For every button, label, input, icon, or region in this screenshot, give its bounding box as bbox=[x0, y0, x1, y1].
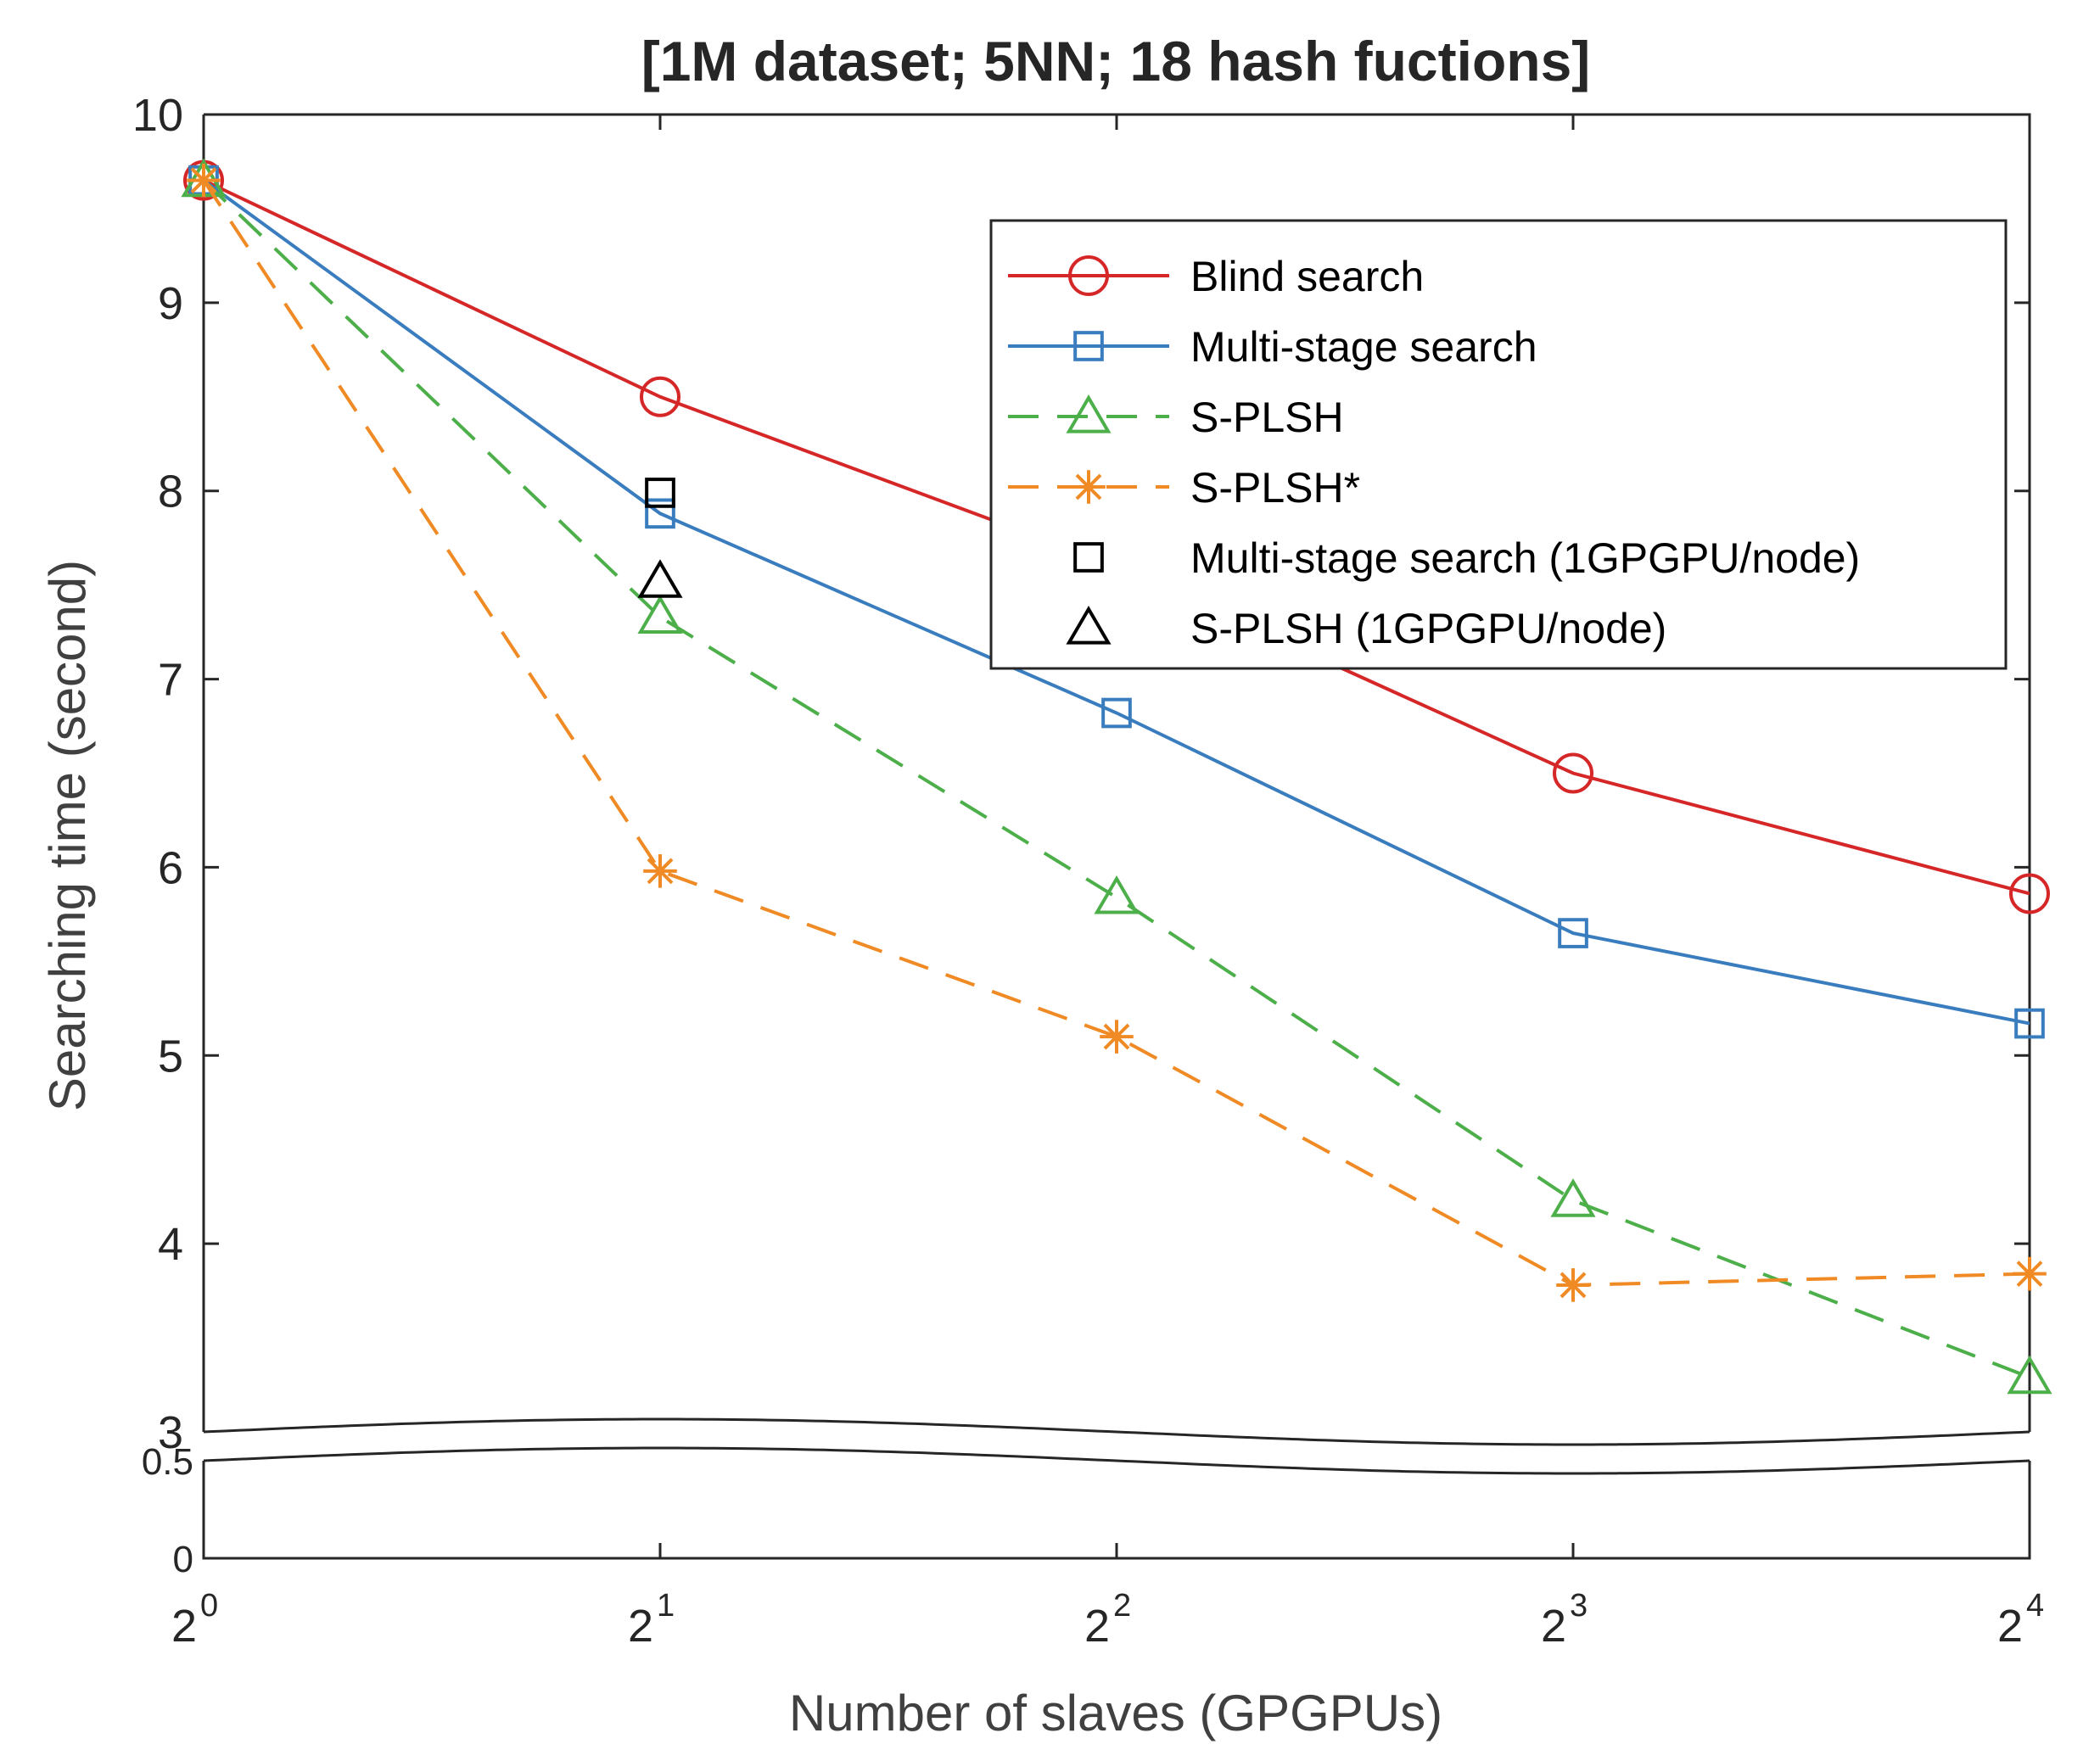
series-line bbox=[202, 179, 2030, 1287]
legend-label: S-PLSH bbox=[1190, 394, 1344, 441]
x-tick-exponent: 1 bbox=[657, 1588, 675, 1624]
x-axis-label: Number of slaves (GPGPUs) bbox=[789, 1685, 1442, 1741]
break-line-upper bbox=[203, 1417, 2030, 1446]
y-tick-label: 7 bbox=[158, 655, 183, 706]
series-layer bbox=[181, 158, 2052, 1395]
x-tick-exponent: 0 bbox=[200, 1588, 218, 1624]
legend-marker bbox=[1072, 470, 1106, 504]
y-axis-label: Searching time (second) bbox=[39, 560, 96, 1111]
y-tick-label: 3 bbox=[158, 1407, 183, 1458]
data-point bbox=[2013, 1256, 2047, 1291]
legend-marker bbox=[1073, 542, 1104, 573]
x-tick-base: 2 bbox=[1084, 1601, 1110, 1652]
legend-label: Multi-stage search bbox=[1190, 323, 1537, 371]
legend-marker bbox=[1066, 394, 1112, 433]
chart-title: [1M dataset; 5NN; 18 hash fuctions] bbox=[641, 30, 1591, 92]
y-tick-label: 6 bbox=[158, 842, 183, 893]
x-tick-exponent: 2 bbox=[1113, 1588, 1131, 1624]
legend-label: Blind search bbox=[1190, 253, 1424, 300]
data-point bbox=[645, 498, 675, 529]
x-tick-base: 2 bbox=[171, 1601, 197, 1652]
legend-label: Multi-stage search (1GPGPU/node) bbox=[1190, 534, 1860, 582]
y-tick-label-lower: 0.5 bbox=[142, 1441, 193, 1483]
data-point bbox=[1101, 697, 1132, 729]
legend-item: S-PLSH (1GPGPU/node) bbox=[1066, 605, 1666, 652]
y-tick-label: 4 bbox=[158, 1219, 183, 1270]
x-tick-exponent: 4 bbox=[2026, 1588, 2044, 1624]
data-point bbox=[640, 376, 680, 417]
data-point bbox=[1094, 875, 1140, 914]
data-point bbox=[645, 478, 675, 508]
y-tick-label: 9 bbox=[158, 278, 183, 329]
data-point bbox=[2009, 873, 2050, 914]
data-point bbox=[637, 559, 683, 598]
data-point bbox=[1100, 1020, 1134, 1054]
x-tick-base: 2 bbox=[1541, 1601, 1566, 1652]
legend-item: Multi-stage search bbox=[1008, 323, 1537, 371]
legend-box bbox=[989, 219, 2008, 670]
data-point bbox=[2014, 1008, 2045, 1039]
x-tick-base: 2 bbox=[628, 1601, 653, 1652]
legend-item: S-PLSH* bbox=[1008, 464, 1360, 512]
series-line bbox=[202, 179, 2030, 1379]
data-point bbox=[187, 163, 221, 198]
y-tick-label: 8 bbox=[158, 467, 183, 517]
y-axis-ticks: 3 4 5 6 7 8 9 10 0 0.5 bbox=[132, 90, 2030, 1580]
legend-marker bbox=[1073, 331, 1104, 361]
x-tick-base: 2 bbox=[1997, 1601, 2023, 1652]
x-tick-exponent: 3 bbox=[1570, 1588, 1588, 1624]
series-line bbox=[202, 179, 2030, 1026]
series-5 bbox=[637, 559, 683, 598]
legend-label: S-PLSH* bbox=[1190, 464, 1360, 512]
data-point bbox=[1553, 752, 1593, 794]
data-point bbox=[1550, 1178, 1596, 1217]
data-point bbox=[1558, 918, 1588, 948]
axis-break bbox=[203, 1417, 2030, 1475]
legend-label: S-PLSH (1GPGPU/node) bbox=[1190, 605, 1666, 652]
y-tick-label: 5 bbox=[158, 1031, 183, 1082]
series-3 bbox=[187, 163, 2047, 1302]
data-point bbox=[637, 595, 683, 634]
legend-item: Blind search bbox=[1008, 253, 1424, 300]
legend-item: Multi-stage search (1GPGPU/node) bbox=[1073, 534, 1860, 582]
legend-marker bbox=[1066, 606, 1112, 645]
break-line-lower bbox=[203, 1446, 2030, 1475]
data-point bbox=[1556, 1268, 1590, 1302]
legend-marker bbox=[1068, 255, 1109, 296]
y-tick-label: 10 bbox=[132, 90, 183, 141]
series-2 bbox=[181, 158, 2052, 1395]
legend: Blind search Multi-stage search S-PLSH S-PL… bbox=[989, 219, 2008, 670]
data-point bbox=[643, 854, 677, 888]
data-point bbox=[2007, 1355, 2052, 1395]
legend-item: S-PLSH bbox=[1008, 394, 1344, 441]
series-4 bbox=[645, 478, 675, 508]
y-tick-label-lower: 0 bbox=[173, 1539, 193, 1580]
